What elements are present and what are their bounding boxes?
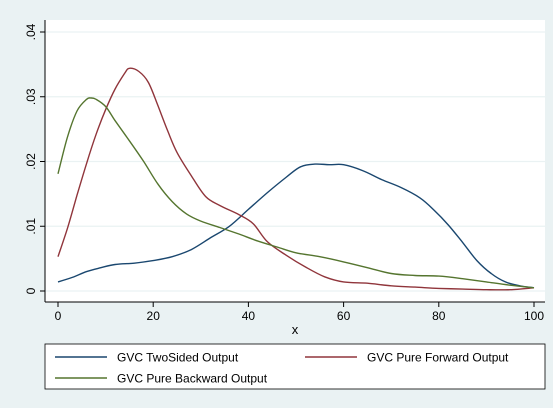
- y-tick-label: .03: [24, 88, 38, 105]
- series-lines: [57, 67, 535, 291]
- legend: GVC TwoSided Output GVC Pure Forward Outp…: [44, 343, 546, 390]
- x-tick-label: 100: [524, 309, 544, 323]
- x-tick-label: 20: [147, 309, 161, 323]
- x-tick-label: 0: [55, 309, 62, 323]
- legend-label-gvc-twosided-output: GVC TwoSided Output: [117, 351, 239, 365]
- series-line-gvc-twosided-output: [57, 163, 535, 289]
- x-axis-title: x: [292, 322, 299, 337]
- series-line-gvc-pure-backward-output: [57, 97, 535, 289]
- legend-label-gvc-pure-forward-output: GVC Pure Forward Output: [367, 351, 509, 365]
- y-tick-label: .04: [24, 23, 38, 40]
- y-tick-label: 0: [24, 287, 38, 294]
- y-tick-label: .02: [24, 153, 38, 170]
- legend-box: [44, 343, 546, 390]
- x-tick-label: 60: [337, 309, 351, 323]
- tick-marks-and-labels: 0 .01 .02 .03 .04 0 20 40 60 80 100: [24, 23, 544, 323]
- legend-label-gvc-pure-backward-output: GVC Pure Backward Output: [117, 372, 268, 386]
- x-tick-label: 40: [242, 309, 256, 323]
- x-tick-label: 80: [432, 309, 446, 323]
- y-tick-label: .01: [24, 218, 38, 235]
- gridlines: [45, 31, 545, 292]
